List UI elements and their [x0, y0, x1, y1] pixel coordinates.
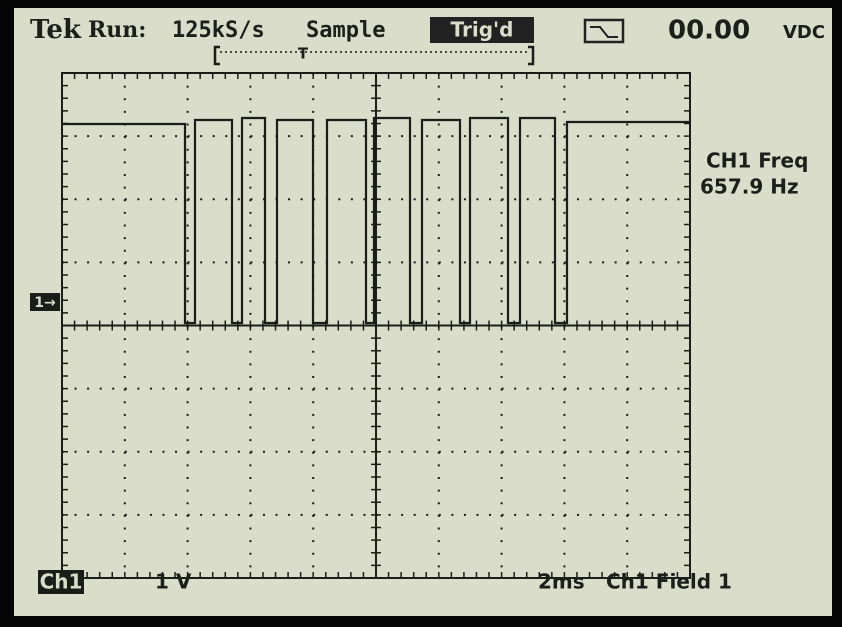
- trigger-source: Ch1 Field 1: [606, 570, 732, 594]
- trigger-marker: T: [298, 45, 309, 63]
- channel-marker: 1→: [34, 295, 56, 311]
- readout-unit: VDC: [783, 22, 825, 43]
- channel: Ch1: [40, 570, 83, 594]
- brand: Tek: [30, 15, 82, 45]
- readout-value: 00.00: [668, 16, 750, 46]
- measurement-label: CH1 Freq: [706, 149, 808, 173]
- run-state: Run:: [88, 17, 146, 43]
- sample-rate: 125kS/s: [172, 18, 265, 43]
- volts-per-div: 1 V: [155, 570, 192, 594]
- time-per-div: 2ms: [538, 570, 585, 594]
- trigger-status: Trig'd: [451, 18, 514, 42]
- measurement-value: 657.9 Hz: [700, 175, 799, 199]
- acquisition-mode: Sample: [306, 18, 385, 43]
- oscilloscope-screen: Tek Run: 125kS/s Sample Trig'd 00.00 VDC…: [0, 0, 842, 627]
